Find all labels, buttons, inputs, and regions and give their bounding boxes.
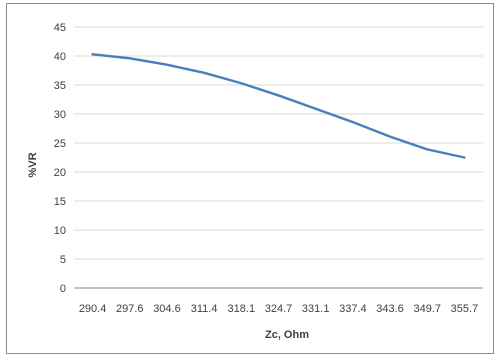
y-tick-labels: 0 5 10 15 20 25 30 35 40 45 <box>54 22 66 295</box>
y-tick-label: 5 <box>60 254 66 266</box>
y-tick-label: 40 <box>54 51 66 63</box>
y-tick-label: 20 <box>54 167 66 179</box>
x-tick-labels: 290.4 297.6 304.6 311.4 318.1 324.7 331.1 337.4… <box>79 303 478 315</box>
x-tick-label: 355.7 <box>451 303 479 315</box>
y-tick-label: 30 <box>54 109 66 121</box>
x-tick-label: 311.4 <box>191 303 218 315</box>
x-tick-label: 337.4 <box>339 303 367 315</box>
y-tick-label: 0 <box>60 283 66 295</box>
gridlines <box>74 26 483 260</box>
x-tick-label: 297.6 <box>116 303 144 315</box>
y-axis-label: %VR <box>27 152 39 177</box>
x-tick-label: 343.6 <box>376 303 404 315</box>
series-line <box>91 53 466 159</box>
x-axis-label: Zc, Ohm <box>265 329 309 341</box>
x-tick-label: 318.1 <box>228 303 256 315</box>
x-tick-label: 331.1 <box>302 303 330 315</box>
y-tick-label: 45 <box>54 22 66 34</box>
x-tick-label: 290.4 <box>79 303 107 315</box>
y-tick-label: 25 <box>54 138 66 150</box>
y-tick-label: 10 <box>54 225 66 237</box>
chart-frame <box>6 3 494 354</box>
x-tick-label: 349.7 <box>413 303 441 315</box>
x-tick-label: 324.7 <box>265 303 293 315</box>
x-tick-label: 304.6 <box>153 303 181 315</box>
y-tick-label: 15 <box>54 196 66 208</box>
y-tick-label: 35 <box>54 80 66 92</box>
